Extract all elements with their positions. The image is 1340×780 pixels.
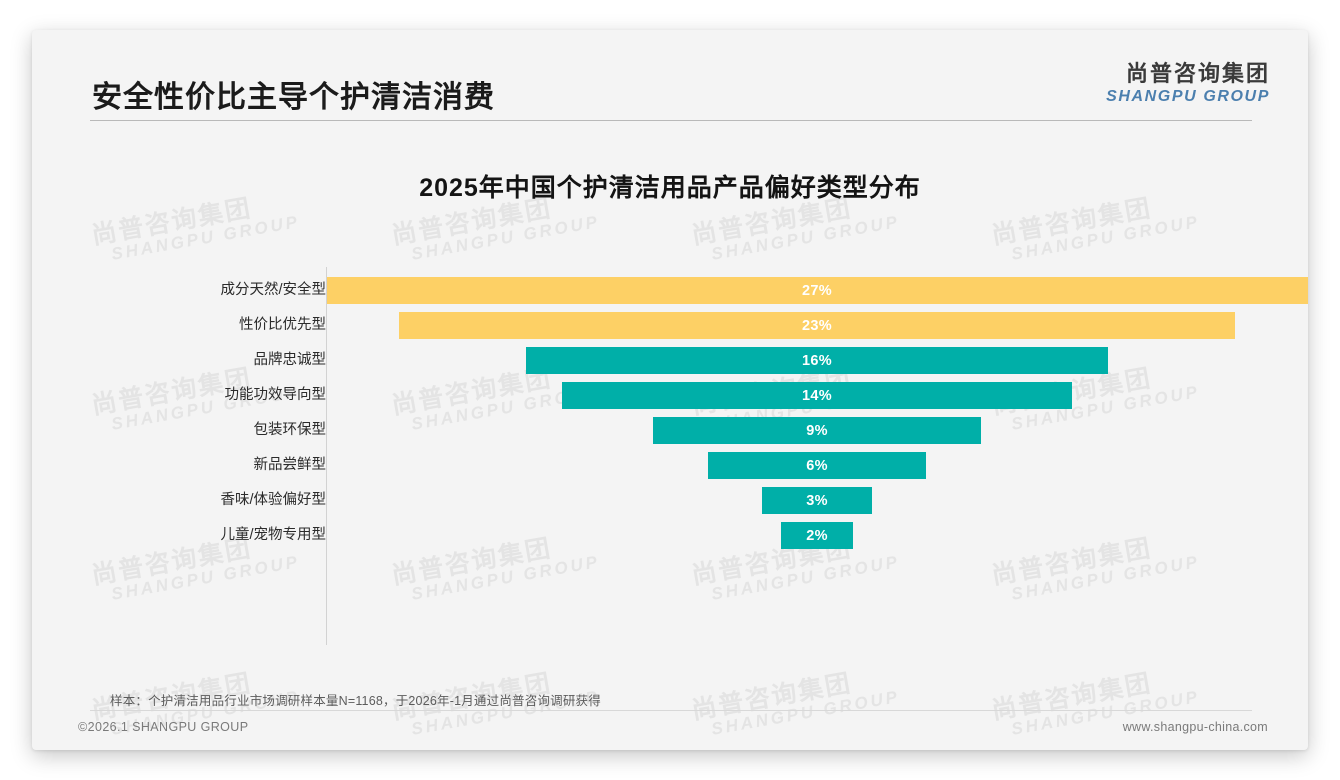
chart-plot-area: 成分天然/安全型 27% 性价比优先型 23% 品牌忠诚型 16% 功能功效导向型 14% 包装… xyxy=(32,255,1308,650)
chart-bar-track: 9% xyxy=(326,413,1308,448)
slide-card: 尚普咨询集团 SHANGPU GROUP 尚普咨询集团 SHANGPU GROUP 尚普… xyxy=(32,30,1308,750)
chart-bar-row: 功能功效导向型 14% xyxy=(32,378,1308,413)
chart-category-label: 品牌忠诚型 xyxy=(253,352,327,368)
chart-bar-row: 儿童/宠物专用型 2% xyxy=(32,518,1308,553)
chart-category-label: 性价比优先型 xyxy=(239,317,326,333)
chart-bar-track: 23% xyxy=(326,308,1308,343)
chart-bar-row: 成分天然/安全型 27% xyxy=(32,273,1308,308)
chart-footnote: 样本：个护清洁用品行业市场调研样本量N=1168，于2026年-1月通过尚普咨询… xyxy=(110,694,601,708)
chart-bar[interactable]: 9% xyxy=(653,417,981,444)
chart-category-label: 儿童/宠物专用型 xyxy=(220,527,326,543)
chart-bar[interactable]: 6% xyxy=(707,452,927,479)
chart-title: 2025年中国个护清洁用品产品偏好类型分布 xyxy=(419,174,921,202)
footer-copyright: ©2026.1 SHANGPU GROUP xyxy=(78,720,249,734)
chart-bar[interactable]: 23% xyxy=(398,312,1236,339)
chart-bar[interactable]: 2% xyxy=(780,522,854,549)
chart-bar-track: 2% xyxy=(326,518,1308,553)
chart-category-label: 功能功效导向型 xyxy=(224,387,327,403)
chart-bar-rows: 成分天然/安全型 27% 性价比优先型 23% 品牌忠诚型 16% 功能功效导向型 14% 包装… xyxy=(32,273,1308,553)
chart-bar-row: 性价比优先型 23% xyxy=(32,308,1308,343)
chart-bar-track: 27% xyxy=(326,273,1308,308)
chart-bar-value: 2% xyxy=(806,527,828,544)
chart-category-label: 成分天然/安全型 xyxy=(220,282,326,298)
chart-bar-value: 27% xyxy=(802,282,832,299)
brand-logo: 尚普咨询集团 SHANGPU GROUP xyxy=(1106,61,1270,106)
chart-category-label: 香味/体验偏好型 xyxy=(220,492,326,508)
chart-bar-value: 23% xyxy=(802,317,832,334)
chart-bar-track: 16% xyxy=(326,343,1308,378)
chart-bar[interactable]: 16% xyxy=(526,347,1108,374)
watermark-cn: 尚普咨询集团 xyxy=(989,669,1154,725)
chart-bar-value: 3% xyxy=(806,492,828,509)
footer-website[interactable]: www.shangpu-china.com xyxy=(1122,720,1268,734)
page-title: 安全性价比主导个护清洁消费 xyxy=(92,81,495,114)
chart-bar-track: 3% xyxy=(326,483,1308,518)
chart-bar-value: 9% xyxy=(806,422,828,439)
chart-category-label: 包装环保型 xyxy=(253,422,327,438)
header-divider xyxy=(90,120,1252,121)
brand-logo-en: SHANGPU GROUP xyxy=(1106,87,1270,105)
chart-bar[interactable]: 27% xyxy=(326,277,1308,304)
chart-category-label: 新品尝鲜型 xyxy=(253,457,327,473)
watermark-en: SHANGPU GROUP xyxy=(709,687,902,740)
footer-divider xyxy=(90,710,1252,711)
slide-header: 安全性价比主导个护清洁消费 尚普咨询集团 SHANGPU GROUP xyxy=(32,30,1308,122)
chart-bar-row: 品牌忠诚型 16% xyxy=(32,343,1308,378)
chart-bar-track: 14% xyxy=(326,378,1308,413)
chart-bar[interactable]: 3% xyxy=(762,487,872,514)
chart-bar-value: 14% xyxy=(802,387,832,404)
chart-bar-value: 16% xyxy=(802,352,832,369)
chart-bar[interactable]: 14% xyxy=(562,382,1072,409)
chart-bar-value: 6% xyxy=(806,457,828,474)
chart-axis-line xyxy=(326,267,327,645)
watermark-cn: 尚普咨询集团 xyxy=(689,669,854,725)
chart-bar-track: 6% xyxy=(326,448,1308,483)
chart-bar-row: 新品尝鲜型 6% xyxy=(32,448,1308,483)
chart-bar-row: 包装环保型 9% xyxy=(32,413,1308,448)
chart-bar-row: 香味/体验偏好型 3% xyxy=(32,483,1308,518)
brand-logo-cn: 尚普咨询集团 xyxy=(1125,61,1270,86)
